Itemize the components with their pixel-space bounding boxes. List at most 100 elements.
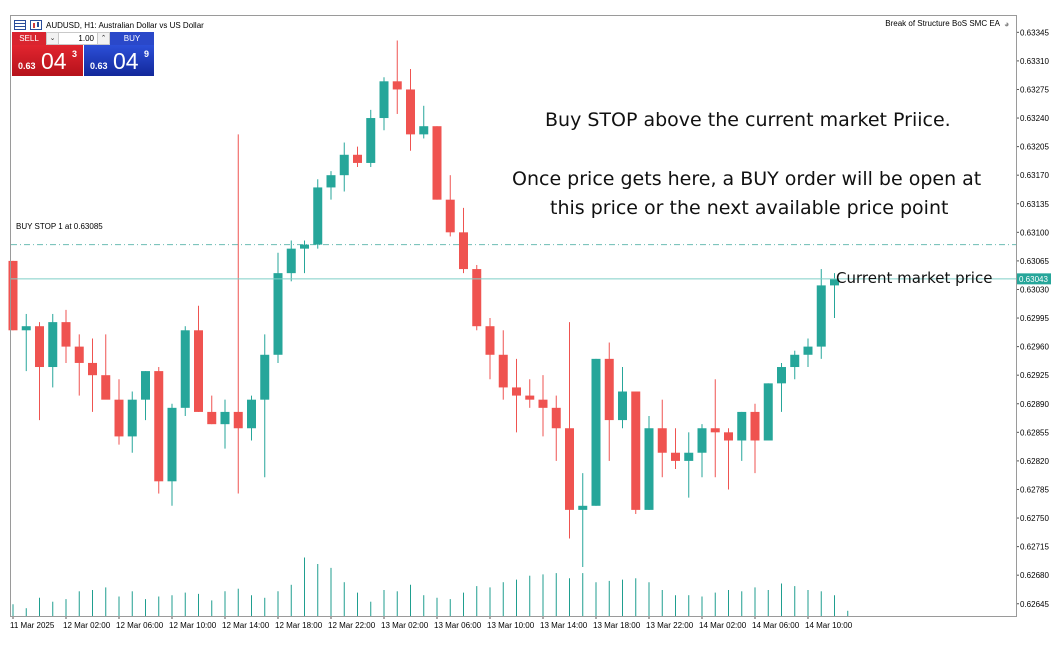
- x-tick-label: 12 Mar 02:00: [63, 621, 111, 630]
- one-click-trading-panel: SELL ⌄ 1.00 ⌃ BUY 0.63 04 3 0.63 04 9: [12, 32, 154, 76]
- candle-bear: [498, 354, 508, 388]
- candle-bear: [445, 199, 455, 233]
- candle-bear: [61, 322, 71, 347]
- sell-price-pip: 3: [72, 49, 78, 59]
- candle-bear: [353, 154, 362, 163]
- x-tick-label: 13 Mar 10:00: [487, 621, 535, 630]
- candle-bull: [816, 285, 826, 347]
- candle-bear: [710, 428, 720, 433]
- expert-advisor-label[interactable]: Break of Structure BoS SMC EA: [885, 19, 1000, 28]
- chart-window-icon[interactable]: [30, 20, 42, 30]
- candle-bull: [803, 346, 813, 355]
- candle-bull: [830, 278, 839, 286]
- candle-bear: [194, 330, 203, 412]
- y-tick-label: 0.62645: [1020, 600, 1049, 609]
- candle-bear: [657, 428, 667, 453]
- candle-bull: [379, 81, 389, 119]
- x-tick-label: 13 Mar 22:00: [646, 621, 694, 630]
- y-tick-label: 0.62855: [1020, 428, 1049, 437]
- buy-price-main: 04: [113, 48, 139, 74]
- candle-bull: [260, 354, 270, 400]
- buy-button[interactable]: BUY: [110, 32, 154, 45]
- chart-title-bar: AUDUSD, H1: Australian Dollar vs US Doll…: [14, 18, 204, 32]
- candle-bear: [8, 260, 18, 331]
- candle-bull: [644, 428, 654, 510]
- buy-price-pip: 9: [144, 49, 150, 59]
- candle-bear: [724, 432, 733, 441]
- candle-bear: [551, 407, 561, 429]
- candle-bull: [286, 248, 296, 274]
- x-tick-label: 13 Mar 02:00: [381, 621, 429, 630]
- y-tick-label: 0.63030: [1020, 285, 1049, 294]
- x-tick-label: 11 Mar 2025: [10, 621, 55, 630]
- candle-bull: [326, 175, 336, 188]
- chart-title: AUDUSD, H1: Australian Dollar vs US Doll…: [46, 20, 204, 30]
- candle-bull: [247, 399, 256, 429]
- candle-bull: [591, 358, 601, 506]
- candle-bear: [459, 232, 468, 270]
- candle-bull: [790, 354, 800, 368]
- y-tick-label: 0.62750: [1020, 514, 1049, 523]
- candle-bear: [154, 371, 164, 482]
- sell-price-main: 04: [41, 48, 67, 74]
- y-tick-label: 0.63065: [1020, 257, 1049, 266]
- candle-bear: [392, 81, 402, 90]
- buy-stop-order-label[interactable]: BUY STOP 1 at 0.63085: [16, 222, 103, 231]
- y-tick-label: 0.63100: [1020, 228, 1049, 237]
- candle-bull: [737, 411, 747, 441]
- candle-bear: [406, 89, 415, 135]
- candle-bull: [167, 407, 177, 482]
- candle-bull: [141, 371, 150, 400]
- symbol-list-icon[interactable]: [14, 20, 26, 30]
- lot-size-input[interactable]: 1.00: [59, 32, 97, 45]
- candle-bear: [604, 358, 614, 421]
- x-tick-label: 14 Mar 06:00: [752, 621, 800, 630]
- annotation-once-price: Once price gets here, a BUY order will b…: [512, 168, 982, 190]
- sell-price-button[interactable]: 0.63 04 3: [12, 45, 83, 76]
- x-tick-label: 12 Mar 06:00: [116, 621, 164, 630]
- candle-bear: [525, 395, 535, 400]
- candle-bull: [21, 326, 31, 331]
- annotation-current-price: Current market price: [836, 269, 993, 287]
- candle-bear: [88, 362, 97, 376]
- buy-price-prefix: 0.63: [90, 61, 108, 71]
- current-price-tag-label: 0.63043: [1019, 275, 1048, 284]
- x-tick-label: 12 Mar 18:00: [275, 621, 323, 630]
- candle-bull: [313, 187, 323, 245]
- y-tick-label: 0.63310: [1020, 57, 1049, 66]
- candle-bear: [485, 326, 495, 355]
- expert-advisor-hat-icon[interactable]: ◕: [1004, 19, 1010, 29]
- candle-bull: [48, 322, 58, 368]
- y-tick-label: 0.62960: [1020, 343, 1049, 352]
- x-tick-label: 13 Mar 06:00: [434, 621, 482, 630]
- candle-bear: [35, 326, 44, 368]
- candle-bull: [777, 367, 786, 384]
- annotation-next-price: this price or the next available price p…: [550, 197, 949, 219]
- sell-button[interactable]: SELL: [12, 32, 46, 45]
- candle-bear: [631, 391, 641, 510]
- lot-decrease-icon[interactable]: ⌄: [46, 32, 59, 45]
- candle-bull: [618, 391, 627, 421]
- candle-bear: [74, 346, 84, 363]
- candle-bear: [512, 387, 521, 396]
- y-tick-label: 0.63135: [1020, 200, 1049, 209]
- candle-bear: [750, 411, 760, 441]
- candle-bull: [180, 330, 190, 408]
- candle-bear: [114, 399, 124, 437]
- lot-increase-icon[interactable]: ⌃: [97, 32, 110, 45]
- y-tick-label: 0.62820: [1020, 457, 1049, 466]
- y-tick-label: 0.62785: [1020, 485, 1049, 494]
- buy-price-button[interactable]: 0.63 04 9: [83, 45, 154, 76]
- candle-bull: [300, 244, 309, 249]
- x-tick-label: 14 Mar 10:00: [805, 621, 853, 630]
- y-tick-label: 0.63345: [1020, 28, 1049, 37]
- candle-bull: [220, 411, 230, 425]
- candle-bull: [684, 452, 694, 461]
- candle-bear: [671, 452, 680, 461]
- x-tick-label: 12 Mar 22:00: [328, 621, 376, 630]
- candle-bear: [101, 375, 111, 400]
- candle-bull: [578, 505, 588, 510]
- y-tick-label: 0.62995: [1020, 314, 1049, 323]
